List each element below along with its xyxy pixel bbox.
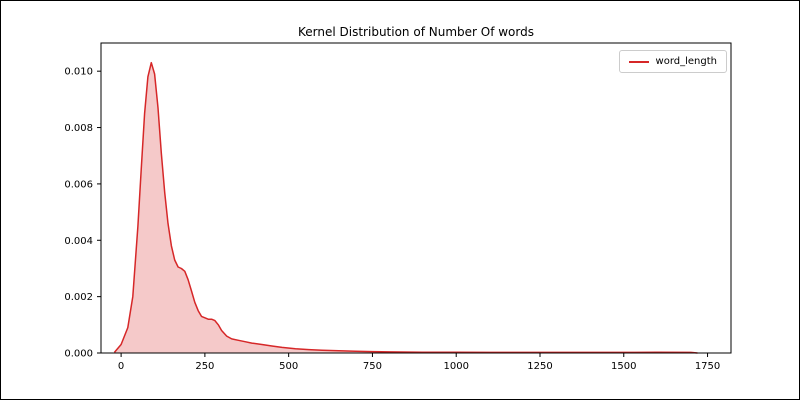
x-tick-label: 1000: [443, 361, 468, 372]
kde-density-line: [113, 61, 698, 354]
x-tick-label: 250: [195, 361, 214, 372]
x-tick-label: 750: [363, 361, 382, 372]
y-tick-label: 0.000: [64, 349, 93, 360]
kde-fill-area: [114, 62, 698, 353]
y-tick-label: 0.006: [64, 179, 93, 190]
chart-title: Kernel Distribution of Number Of words: [298, 25, 534, 39]
legend-label: word_length: [655, 56, 717, 67]
x-tick-label: 500: [279, 361, 298, 372]
y-tick-label: 0.004: [64, 236, 93, 247]
axes-spines: [100, 42, 732, 354]
y-tick-label: 0.008: [64, 123, 93, 134]
y-tick-label: 0.010: [64, 67, 93, 78]
y-tick-label: 0.002: [64, 292, 93, 303]
x-tick-label: 1500: [611, 361, 636, 372]
legend-box: word_length: [618, 50, 727, 73]
x-tick-label: 0: [118, 361, 124, 372]
legend-line-swatch: [628, 60, 649, 63]
x-tick-label: 1750: [695, 361, 720, 372]
x-tick-label: 1250: [527, 361, 552, 372]
